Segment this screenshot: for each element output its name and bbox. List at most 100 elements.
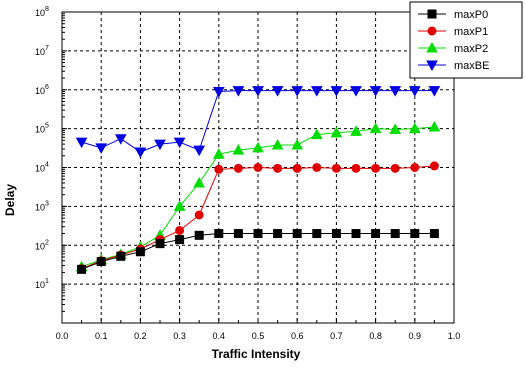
marker-triangle-down — [271, 86, 284, 97]
marker-triangle-up — [232, 144, 245, 155]
marker-triangle-up — [173, 200, 186, 211]
marker-square — [77, 264, 87, 274]
marker-circle — [331, 163, 341, 173]
marker-square — [292, 229, 302, 239]
legend-label: maxP2 — [454, 43, 488, 55]
marker-triangle-down — [369, 86, 382, 97]
marker-triangle-down — [134, 147, 147, 159]
marker-triangle-down — [232, 86, 245, 97]
y-tick-label: 106 — [35, 84, 49, 96]
marker-square — [351, 229, 361, 239]
marker-square — [331, 229, 341, 239]
legend: maxP0 maxP1 maxP2 maxBE — [409, 1, 523, 79]
legend-item: maxP2 — [418, 41, 488, 55]
marker-circle — [194, 210, 204, 220]
y-tick-label: 107 — [35, 45, 49, 57]
marker-triangle-down — [154, 139, 166, 151]
x-tick-label: 0.7 — [330, 331, 343, 341]
y-tick-label: 102 — [35, 239, 49, 251]
marker-triangle-down — [426, 60, 438, 72]
marker-square — [214, 229, 224, 239]
marker-triangle-down — [75, 137, 88, 149]
marker-circle — [292, 163, 302, 173]
marker-circle — [175, 225, 185, 235]
plot-frame — [61, 11, 455, 324]
marker-square — [233, 229, 243, 239]
x-tick-label: 0.3 — [173, 331, 186, 341]
series-layer — [75, 86, 441, 274]
legend-item: maxP0 — [418, 9, 488, 21]
marker-circle — [351, 163, 361, 173]
legend-label: maxBE — [454, 60, 489, 72]
marker-square — [312, 229, 322, 239]
marker-triangle-up — [330, 126, 343, 138]
marker-square — [253, 229, 263, 239]
marker-triangle-down — [252, 86, 264, 97]
marker-circle — [427, 26, 437, 36]
marker-square — [371, 229, 381, 239]
marker-circle — [214, 164, 224, 174]
marker-circle — [371, 163, 381, 173]
marker-circle — [390, 163, 400, 173]
y-tick-label: 108 — [35, 6, 49, 18]
grid-layer — [62, 12, 454, 323]
marker-square — [155, 239, 165, 249]
series-line — [81, 233, 435, 270]
marker-square — [273, 229, 283, 239]
x-tick-label: 0.8 — [369, 331, 382, 341]
marker-triangle-down — [428, 86, 441, 97]
marker-square — [427, 9, 437, 19]
marker-triangle-up — [426, 41, 438, 53]
marker-circle — [253, 163, 263, 172]
marker-triangle-down — [389, 86, 402, 97]
marker-square — [135, 247, 145, 257]
marker-triangle-up — [350, 125, 362, 136]
series-maxBE — [75, 86, 441, 159]
x-tick-label: 0.9 — [409, 331, 422, 341]
marker-triangle-up — [291, 138, 304, 150]
legend-item: maxBE — [418, 60, 489, 72]
marker-triangle-up — [408, 122, 421, 134]
marker-triangle-down — [173, 137, 186, 149]
x-tick-label: 0.6 — [291, 331, 304, 341]
marker-square — [390, 229, 400, 239]
marker-triangle-down — [330, 86, 343, 97]
marker-circle — [233, 163, 243, 173]
marker-square — [410, 229, 420, 239]
marker-triangle-down — [193, 145, 206, 157]
y-tick-label: 105 — [35, 123, 49, 135]
x-axis-label: Traffic Intensity — [212, 347, 301, 361]
marker-square — [429, 229, 439, 239]
x-tick-label: 0.1 — [95, 331, 108, 341]
marker-triangle-up — [212, 148, 225, 159]
marker-circle — [429, 161, 439, 171]
marker-circle — [410, 163, 420, 172]
marker-triangle-down — [212, 87, 225, 98]
x-tick-label: 0.4 — [213, 331, 226, 341]
marker-triangle-down — [408, 86, 421, 97]
x-tick-label: 0.0 — [56, 331, 69, 341]
marker-square — [194, 230, 204, 240]
legend-label: maxP1 — [454, 26, 488, 38]
marker-circle — [273, 163, 283, 173]
marker-triangle-up — [428, 120, 441, 132]
marker-triangle-down — [291, 86, 304, 97]
marker-triangle-up — [271, 138, 284, 150]
marker-triangle-up — [310, 128, 323, 140]
marker-triangle-up — [389, 123, 402, 134]
marker-triangle-down — [310, 86, 323, 97]
marker-triangle-up — [369, 122, 382, 134]
x-tick-label: 1.0 — [448, 331, 461, 341]
marker-triangle-down — [350, 86, 362, 97]
marker-square — [116, 251, 126, 261]
y-axis-label: Delay — [3, 184, 17, 216]
legend-label: maxP0 — [454, 9, 488, 21]
marker-triangle-up — [193, 176, 206, 188]
y-tick-label: 101 — [35, 278, 49, 290]
legend-item: maxP1 — [418, 26, 488, 38]
x-tick-label: 0.5 — [252, 331, 265, 341]
marker-triangle-down — [114, 134, 127, 145]
marker-square — [96, 257, 106, 267]
